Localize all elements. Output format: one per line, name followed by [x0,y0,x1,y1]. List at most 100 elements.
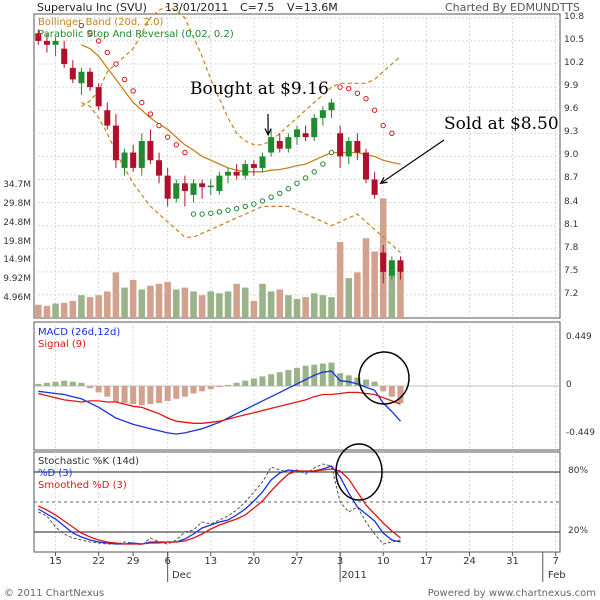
price-tick-label: 8.1 [564,219,579,230]
x-tick-label: 20 [247,556,261,567]
volume-value: V=13.6M [287,1,338,14]
candle-body [354,140,361,153]
macd-histogram-bar [95,386,102,393]
legend-signal: Signal (9) [38,339,87,350]
volume-bar [259,283,266,318]
sar-dot [320,161,326,167]
macd-tick-label: 0.449 [566,332,592,343]
macd-histogram-bar [250,378,257,386]
macd-histogram-bar [147,386,154,405]
sar-dot [173,142,179,148]
macd-histogram-bar [164,386,171,401]
volume-bar [336,242,344,318]
volume-bar [138,289,146,318]
macd-histogram-bar [130,386,137,405]
macd-histogram-bar [224,384,232,386]
month-label: Dec [171,570,192,581]
price-tick-label: 10.2 [564,58,585,69]
candle-body [190,183,197,195]
candle-body [302,133,309,138]
macd-histogram-bar [181,386,188,397]
macd-histogram-bar [276,372,283,386]
volume-bar [250,300,258,318]
sar-dot [87,30,93,36]
macd-histogram-bar [173,386,180,399]
x-tick-label: 7 [552,556,559,567]
macd-histogram-bar [242,380,249,386]
candle-body [52,40,59,45]
sar-dot [277,190,283,197]
sar-dot [121,76,128,83]
candle-body [147,140,154,161]
arrow-sold-head [379,176,388,185]
volume-bar [104,291,111,318]
candle-body [311,117,318,138]
sar-dot [354,90,361,96]
volume-bar [224,291,232,318]
candle-body [285,137,292,149]
candle-body [337,133,344,157]
signal-line [38,391,401,424]
x-tick-label: 15 [49,556,62,567]
macd-histogram-bar [319,363,326,386]
x-tick-label: 3 [336,556,344,567]
sar-dot [302,175,309,181]
candle-body [224,171,232,176]
macd-histogram-bar [388,386,395,397]
x-tick-label: 29 [126,556,140,567]
macd-histogram-bar [104,386,111,397]
macd-histogram-bar [61,380,68,386]
candle-body [173,183,180,199]
volume-bar [310,293,318,318]
month-label: 2011 [341,570,367,581]
macd-line [38,370,401,435]
candle-body [233,171,240,176]
candle-body [43,40,50,45]
volume-bar [173,289,180,318]
candle-body [199,183,206,188]
sar-dot [242,203,248,210]
stochastic-k-line [38,463,401,546]
sar-dot [328,149,335,156]
volume-bar [78,295,85,318]
stochastic-crossover-circle [335,443,383,501]
arrow-sold [380,139,445,184]
candle-body [397,260,404,272]
sar-dot [139,99,145,106]
volume-bar [129,280,137,318]
volume-bar [147,285,154,318]
month-label: Feb [547,570,566,581]
annotation-bought: Bought at $9.16 [190,79,329,99]
candle-body [216,175,223,192]
sar-dot [216,209,223,215]
volume-bar [302,297,309,318]
chart-title: Supervalu Inc (SVU) [37,1,147,14]
sar-dot [147,111,154,117]
macd-histogram-bar [199,386,206,392]
macd-histogram-bar [207,386,214,390]
volume-bar [354,272,361,318]
price-tick-label: 7.8 [564,242,579,253]
sar-dot [190,211,197,217]
stochastic-smoothed-d-line [38,468,401,545]
sar-dot [337,84,343,90]
volume-bar [267,291,275,318]
sar-dot [311,169,317,175]
price-tick-label: 8.4 [564,196,579,207]
macd-histogram-bar [293,367,301,386]
volume-bar [293,299,301,318]
volume-bar [388,274,396,318]
macd-histogram-bar [380,386,387,392]
macd-crossover-circle [358,351,410,405]
price-tick-label: 7.5 [564,265,579,276]
volume-bar [155,283,163,318]
candle-body [69,67,76,80]
macd-histogram-bar [285,370,292,386]
price-tick-label: 9.6 [564,104,579,115]
sar-dot [380,122,386,129]
macd-histogram-bar [371,381,378,386]
macd-tick-label: -0.449 [566,427,596,438]
sar-dot [95,38,102,44]
volume-tick-label: 29.8M [3,198,31,209]
